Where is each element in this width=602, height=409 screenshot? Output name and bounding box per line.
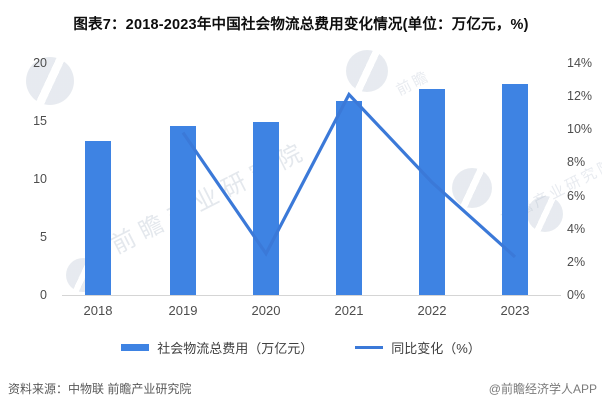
x-axis-line xyxy=(62,295,561,296)
year-label-2020: 2020 xyxy=(251,303,281,318)
right-tick-10%: 10% xyxy=(567,122,593,137)
legend-item-bar-series: 社会物流总费用（万亿元） xyxy=(121,338,313,357)
left-tick-5: 5 xyxy=(40,230,47,244)
line-legend-swatch xyxy=(355,346,384,349)
left-tick-15: 15 xyxy=(33,114,47,128)
right-tick-14%: 14% xyxy=(567,56,593,70)
bar-2018 xyxy=(85,140,111,295)
watermark-logo xyxy=(527,196,563,232)
legend-item-line-series: 同比变化（%） xyxy=(355,338,481,357)
left-tick-10: 10 xyxy=(33,172,47,186)
right-tick-12%: 12% xyxy=(567,89,593,104)
bar-2020 xyxy=(253,122,279,295)
credit-note: @前瞻经济学人APP xyxy=(488,382,597,396)
watermark-logo xyxy=(452,168,492,208)
right-tick-6%: 6% xyxy=(567,188,586,203)
bar-2019 xyxy=(170,125,196,295)
bar-legend-label: 社会物流总费用（万亿元） xyxy=(157,341,314,356)
left-tick-20: 20 xyxy=(33,56,47,70)
right-tick-4%: 4% xyxy=(567,221,586,236)
right-tick-0%: 0% xyxy=(567,288,586,302)
watermark-logo xyxy=(346,50,388,92)
year-label-2018: 2018 xyxy=(83,303,113,318)
right-tick-2%: 2% xyxy=(567,254,586,269)
legend: 社会物流总费用（万亿元） 同比变化（%） xyxy=(0,338,602,357)
bar-legend-swatch xyxy=(121,344,150,351)
right-tick-8%: 8% xyxy=(567,155,586,170)
chart-title: 图表7：2018-2023年中国社会物流总费用变化情况(单位：万亿元，%) xyxy=(73,17,529,33)
footer: 资料来源：中物联 前瞻产业研究院 @前瞻经济学人APP xyxy=(0,380,602,400)
year-label-2021: 2021 xyxy=(334,303,364,318)
bar-2022 xyxy=(419,88,445,295)
source-note: 资料来源：中物联 前瞻产业研究院 xyxy=(8,382,192,396)
year-label-2022: 2022 xyxy=(417,303,447,318)
line-legend-label: 同比变化（%） xyxy=(391,341,481,356)
bar-2023 xyxy=(502,83,528,295)
watermark-text: 前瞻产业研究院 xyxy=(107,136,313,260)
left-tick-0: 0 xyxy=(40,288,47,302)
year-label-2019: 2019 xyxy=(168,303,198,318)
bar-2021 xyxy=(336,101,362,295)
year-label-2023: 2023 xyxy=(500,303,530,318)
